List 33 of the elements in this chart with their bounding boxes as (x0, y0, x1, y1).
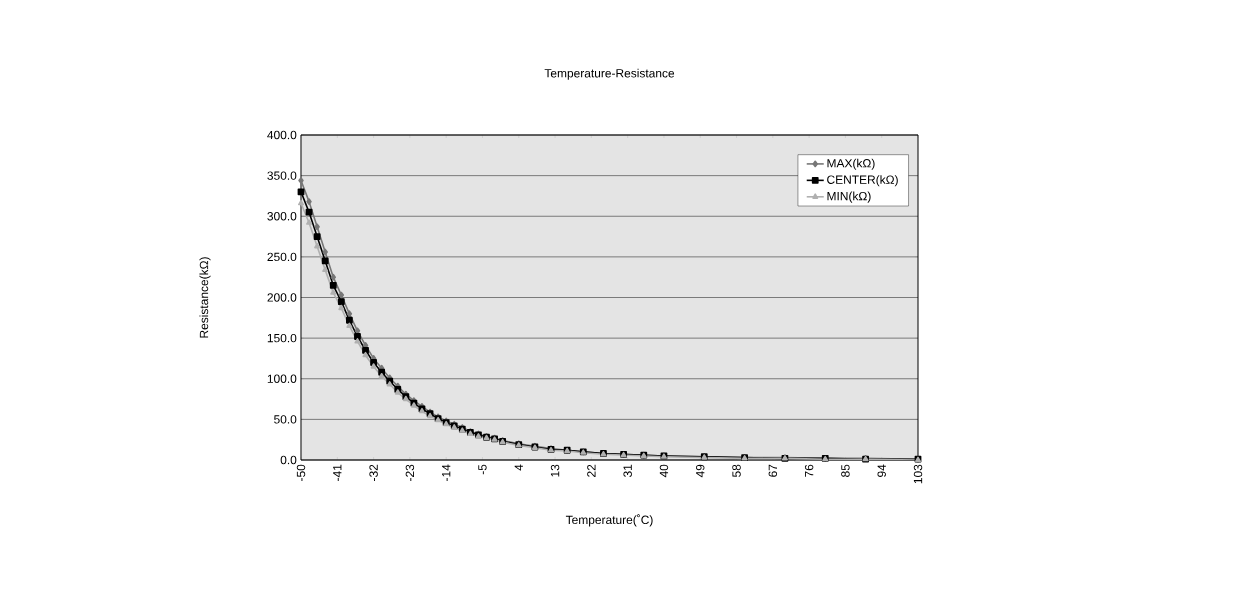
x-tick-label: 31 (623, 464, 632, 478)
x-tick-label: 40 (659, 464, 669, 478)
y-axis-title: Resistance(kΩ) (199, 257, 211, 338)
x-tick-label: -14 (442, 464, 451, 481)
x-tick-label: 67 (768, 464, 778, 477)
x-tick-label: 58 (732, 464, 741, 477)
y-tick-label: 350.0 (267, 171, 297, 180)
x-tick-label: 22 (587, 464, 596, 477)
x-tick-label: -23 (405, 464, 415, 481)
y-tick-label: 50.0 (274, 415, 297, 424)
x-tick-label: -41 (333, 464, 342, 481)
x-axis-title: Temperature(˚C) (565, 514, 653, 527)
x-tick-label: 85 (841, 464, 850, 477)
legend-label: CENTER(kΩ) (827, 175, 898, 187)
legend-label: MIN(kΩ) (827, 191, 871, 203)
x-tick-label: 4 (514, 464, 523, 471)
x-tick-label: 49 (696, 464, 705, 478)
x-tick-label: -32 (369, 464, 378, 481)
y-tick-label: 400.0 (267, 130, 297, 140)
y-tick-label: 300.0 (267, 212, 297, 221)
y-tick-label: 100.0 (267, 374, 297, 383)
chart-title: Temperature-Resistance (544, 68, 675, 80)
x-tick-label: 76 (804, 464, 814, 477)
y-tick-label: 150.0 (267, 333, 297, 343)
x-tick-label: 13 (550, 464, 560, 477)
x-tick-label: 103 (913, 464, 923, 484)
y-tick-label: 200.0 (267, 293, 297, 302)
x-tick-label: -50 (296, 464, 306, 481)
x-tick-label: 94 (877, 464, 886, 477)
y-tick-label: 0.0 (280, 455, 297, 465)
y-tick-label: 250.0 (267, 252, 297, 262)
legend-label: MAX(kΩ) (827, 158, 875, 170)
x-tick-label: -5 (478, 464, 487, 475)
